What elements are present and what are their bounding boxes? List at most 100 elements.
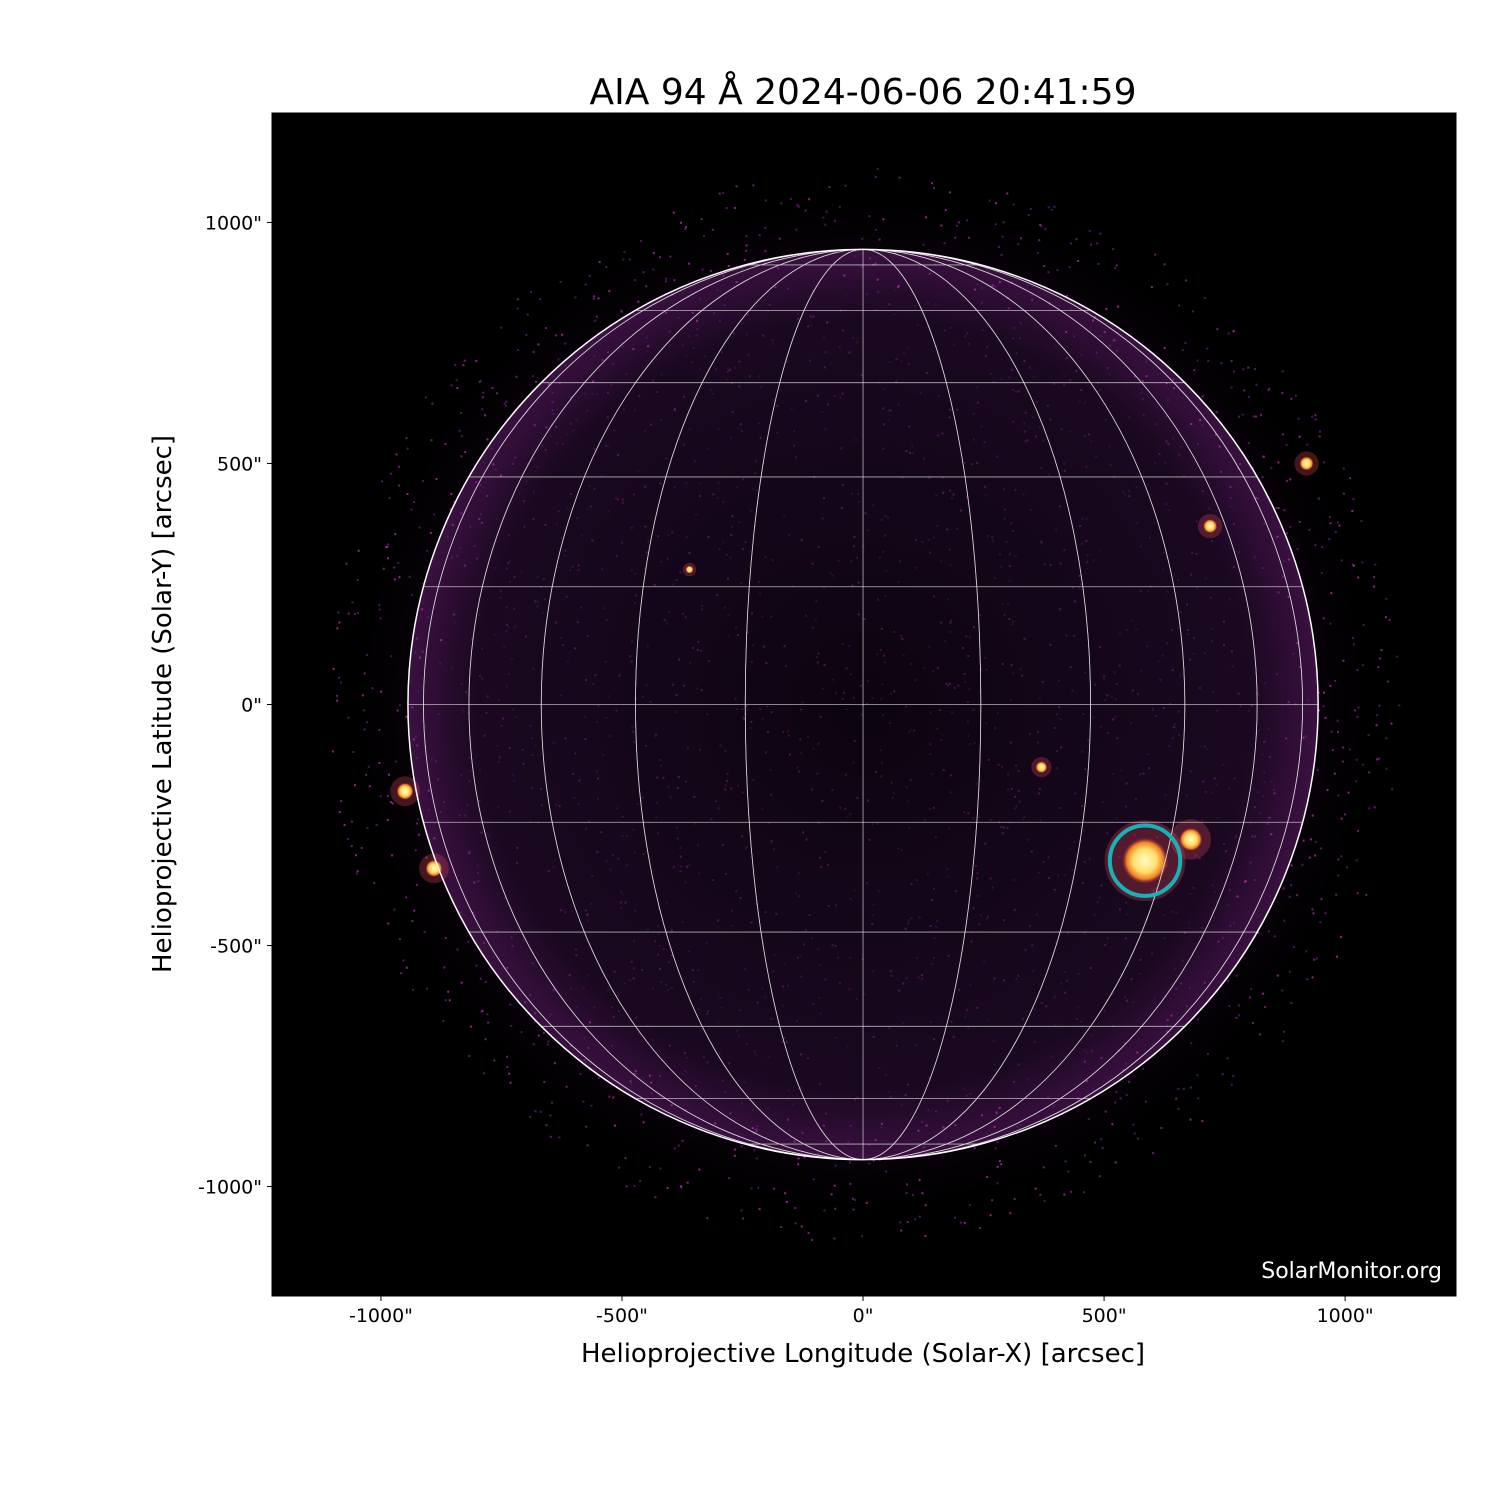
emission-speckle bbox=[410, 508, 413, 511]
emission-speckle bbox=[582, 1100, 585, 1103]
emission-speckle bbox=[487, 835, 490, 838]
emission-speckle bbox=[1171, 737, 1174, 740]
emission-speckle bbox=[1085, 1080, 1088, 1082]
emission-speckle bbox=[984, 842, 987, 845]
emission-speckle bbox=[1378, 704, 1381, 707]
emission-speckle bbox=[926, 873, 929, 875]
emission-speckle bbox=[350, 820, 353, 823]
emission-speckle bbox=[516, 298, 519, 301]
emission-speckle bbox=[583, 1036, 586, 1039]
emission-speckle bbox=[956, 224, 959, 227]
emission-speckle bbox=[831, 574, 834, 577]
emission-speckle bbox=[1249, 861, 1252, 864]
emission-speckle bbox=[966, 1094, 968, 1097]
emission-speckle bbox=[1179, 445, 1182, 448]
emission-speckle bbox=[654, 1196, 657, 1199]
emission-speckle bbox=[483, 734, 486, 737]
emission-speckle bbox=[929, 1020, 932, 1023]
emission-speckle bbox=[1078, 587, 1081, 590]
emission-speckle bbox=[1322, 617, 1325, 620]
emission-speckle bbox=[511, 708, 514, 711]
emission-speckle bbox=[1103, 1009, 1106, 1012]
emission-speckle bbox=[1233, 523, 1236, 525]
emission-speckle bbox=[1029, 509, 1032, 511]
emission-speckle bbox=[1228, 598, 1231, 601]
emission-speckle bbox=[444, 936, 447, 939]
emission-speckle bbox=[1178, 304, 1180, 307]
emission-speckle bbox=[979, 614, 982, 617]
emission-speckle bbox=[750, 720, 753, 723]
emission-speckle bbox=[536, 605, 539, 608]
emission-speckle bbox=[849, 813, 852, 816]
emission-speckle bbox=[1058, 807, 1061, 810]
emission-speckle bbox=[631, 726, 634, 729]
emission-speckle bbox=[694, 1085, 697, 1087]
emission-speckle bbox=[1080, 353, 1083, 356]
emission-speckle bbox=[907, 800, 910, 803]
emission-speckle bbox=[620, 901, 623, 904]
emission-speckle bbox=[1137, 1137, 1140, 1140]
emission-speckle bbox=[1019, 322, 1022, 325]
emission-speckle bbox=[1285, 532, 1288, 535]
emission-speckle bbox=[1151, 708, 1154, 711]
emission-speckle bbox=[350, 845, 353, 848]
emission-speckle bbox=[1156, 836, 1159, 839]
emission-speckle bbox=[696, 648, 699, 651]
emission-speckle bbox=[699, 298, 702, 301]
emission-speckle bbox=[1164, 461, 1167, 464]
emission-speckle bbox=[888, 303, 891, 306]
emission-speckle bbox=[1133, 834, 1136, 836]
emission-speckle bbox=[904, 1094, 907, 1097]
emission-speckle bbox=[992, 1040, 995, 1042]
emission-speckle bbox=[1258, 694, 1260, 697]
emission-speckle bbox=[616, 498, 619, 501]
emission-speckle bbox=[805, 614, 807, 617]
emission-speckle bbox=[514, 624, 517, 627]
emission-speckle bbox=[835, 692, 837, 695]
emission-speckle bbox=[578, 780, 580, 782]
emission-speckle bbox=[1115, 817, 1118, 820]
emission-speckle bbox=[577, 564, 580, 567]
emission-speckle bbox=[1215, 783, 1218, 786]
emission-speckle bbox=[1080, 389, 1083, 391]
emission-speckle bbox=[1188, 986, 1191, 989]
emission-speckle bbox=[1206, 347, 1209, 350]
emission-speckle bbox=[478, 800, 481, 802]
emission-speckle bbox=[496, 744, 499, 747]
emission-speckle bbox=[1175, 911, 1178, 914]
emission-speckle bbox=[559, 281, 562, 283]
emission-speckle bbox=[405, 437, 408, 440]
emission-speckle bbox=[1049, 418, 1052, 421]
emission-speckle bbox=[442, 1019, 445, 1022]
emission-speckle bbox=[968, 636, 971, 639]
emission-speckle bbox=[991, 1199, 994, 1202]
emission-speckle bbox=[363, 728, 366, 731]
emission-speckle bbox=[1063, 374, 1066, 377]
emission-speckle bbox=[1053, 382, 1056, 385]
emission-speckle bbox=[529, 820, 532, 823]
emission-speckle bbox=[754, 472, 757, 475]
emission-speckle bbox=[654, 940, 656, 943]
emission-speckle bbox=[730, 924, 733, 927]
emission-speckle bbox=[929, 551, 932, 554]
emission-speckle bbox=[915, 539, 917, 542]
emission-speckle bbox=[480, 831, 483, 834]
emission-speckle bbox=[1235, 835, 1238, 838]
emission-speckle bbox=[632, 348, 635, 351]
emission-speckle bbox=[1037, 741, 1039, 744]
emission-speckle bbox=[621, 345, 624, 348]
emission-speckle bbox=[768, 303, 771, 306]
emission-speckle bbox=[593, 295, 595, 298]
emission-speckle bbox=[1311, 976, 1314, 979]
emission-speckle bbox=[467, 712, 470, 714]
emission-speckle bbox=[899, 1221, 902, 1224]
emission-speckle bbox=[904, 927, 907, 930]
emission-speckle bbox=[1150, 286, 1153, 289]
emission-speckle bbox=[1071, 868, 1074, 871]
emission-speckle bbox=[479, 675, 482, 677]
emission-speckle bbox=[492, 463, 495, 466]
emission-speckle bbox=[915, 879, 918, 882]
emission-speckle bbox=[1057, 874, 1059, 877]
emission-speckle bbox=[733, 207, 736, 209]
